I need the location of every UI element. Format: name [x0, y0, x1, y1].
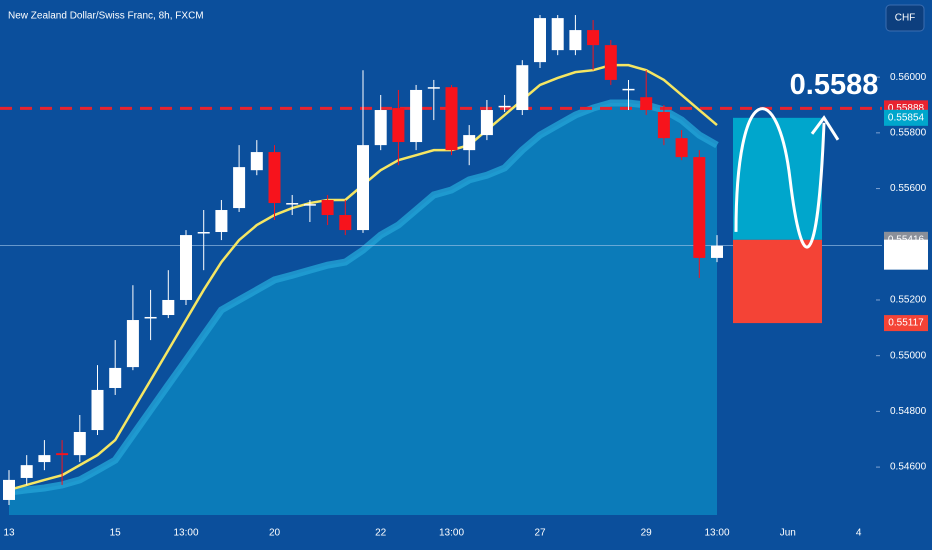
projection-curve [734, 107, 826, 249]
candle-body [144, 316, 157, 319]
last-price-label: 0.55395 [888, 241, 925, 252]
stop-zone [733, 239, 822, 324]
candle-body [534, 18, 546, 63]
target-label-bg [884, 109, 928, 126]
candle-body [91, 389, 104, 431]
cloud-area [9, 103, 717, 516]
candle-body [197, 232, 210, 234]
level-label: 0.55888 [888, 103, 925, 114]
y-tick-label: 0.56000 [890, 72, 927, 83]
candle-body [675, 138, 688, 158]
x-tick-label: 22 [375, 528, 387, 539]
candle-body [445, 87, 458, 151]
y-tick-label: 0.55800 [890, 127, 927, 138]
plot-area [0, 15, 882, 516]
candle-body [109, 367, 122, 388]
y-tick-label: 0.54600 [890, 462, 927, 473]
candle-body [711, 245, 723, 258]
x-tick-label: 27 [534, 528, 546, 539]
annotation: 0.5588 [790, 69, 879, 101]
candle-body [73, 431, 86, 456]
candle-body [498, 105, 511, 108]
candle-body [516, 65, 529, 111]
currency-button[interactable] [885, 4, 925, 32]
candle-body [392, 108, 405, 143]
candle-body [162, 299, 175, 316]
x-tick-label: 29 [641, 528, 653, 539]
currency-button-label[interactable]: CHF [895, 13, 916, 24]
x-tick-label: 20 [269, 528, 281, 539]
candle-body [215, 210, 228, 233]
candle-body [374, 110, 387, 146]
candle-body [427, 87, 440, 89]
x-tick-label: 13:00 [439, 528, 464, 539]
target-label: 0.55854 [888, 112, 925, 123]
target-zone [733, 117, 822, 240]
candle-body [20, 465, 33, 478]
candle-body [551, 18, 564, 51]
candle-body [56, 453, 69, 456]
candle-body [286, 203, 299, 205]
y-tick-label: 0.55200 [890, 295, 927, 306]
candle-body [657, 111, 670, 139]
candle-body [250, 152, 263, 171]
candle-body [180, 235, 192, 300]
candle-body [321, 199, 334, 216]
candle-body [268, 152, 281, 204]
chart-title: New Zealand Dollar/Swiss Franc, 8h, FXCM [8, 11, 204, 22]
candle-body [587, 30, 600, 46]
candle-body [3, 479, 15, 500]
candle-body [126, 320, 139, 368]
candle-body [569, 30, 582, 51]
stop-label: 0.55117 [888, 318, 924, 329]
projection-arrow [810, 115, 840, 141]
candle-body [640, 97, 653, 111]
x-tick-label: 15 [110, 528, 122, 539]
candle-body [410, 89, 423, 143]
candle-body [38, 455, 51, 463]
countdown: 06:29:05 [887, 255, 926, 266]
x-tick-label: 4 [856, 528, 862, 539]
y-tick-label: 0.54800 [890, 406, 927, 417]
x-tick-label: 13:00 [704, 528, 729, 539]
candle-body [357, 145, 369, 231]
candle-body [480, 110, 493, 136]
candle-body [303, 204, 316, 206]
candle-body [463, 135, 476, 151]
last-price-bg [884, 239, 928, 270]
candle-body [604, 45, 617, 80]
candle-body [693, 157, 706, 258]
x-tick-label: 13 [3, 528, 15, 539]
x-tick-label: 13:00 [173, 528, 198, 539]
candle-body [233, 167, 246, 209]
stop-label-bg [884, 315, 928, 332]
candle-body [339, 215, 352, 231]
candle-body [622, 88, 635, 91]
y-tick-label: 0.55000 [890, 350, 927, 361]
x-tick-label: Jun [780, 528, 796, 539]
cloud-edge [8, 99, 719, 496]
y-tick-label: 0.55600 [890, 183, 927, 194]
